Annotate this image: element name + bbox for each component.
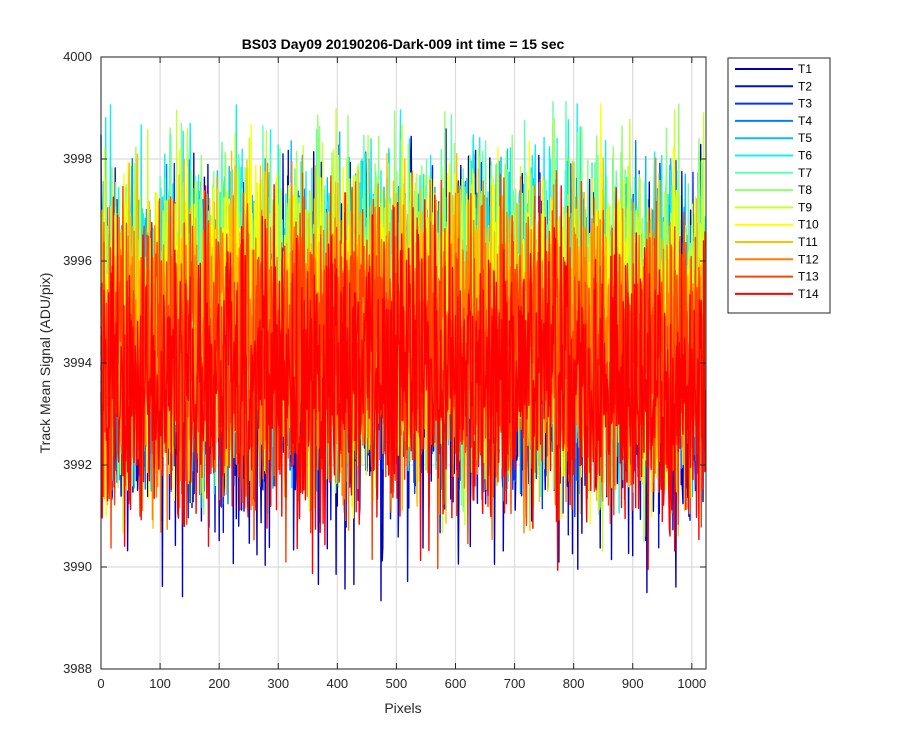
legend-item-t11: T11 bbox=[735, 235, 818, 249]
legend-label: T6 bbox=[798, 149, 812, 163]
legend-label: T2 bbox=[798, 79, 812, 93]
y-tick-label: 3998 bbox=[63, 151, 92, 166]
x-tick-label: 1000 bbox=[677, 676, 706, 691]
legend-label: T4 bbox=[798, 114, 812, 128]
legend-label: T12 bbox=[798, 252, 819, 266]
legend-item-t13: T13 bbox=[735, 270, 819, 284]
chart-title: BS03 Day09 20190206-Dark-009 int time = … bbox=[242, 36, 565, 52]
y-axis-label: Track Mean Signal (ADU/pix) bbox=[37, 273, 53, 454]
y-tick-label: 3988 bbox=[63, 661, 92, 676]
y-tick-label: 4000 bbox=[63, 49, 92, 64]
x-tick-label: 0 bbox=[97, 676, 104, 691]
x-tick-label: 400 bbox=[326, 676, 348, 691]
legend: T1 T2 T3 T4 T5 T6 T7 T8 T9 T10 T11 T12 T13 T14 bbox=[727, 57, 831, 314]
legend-item-t14: T14 bbox=[735, 287, 819, 301]
legend-label: T9 bbox=[798, 200, 812, 214]
y-tick-labels: 3988 3990 3992 3994 3996 3998 4000 bbox=[63, 49, 92, 676]
series-line-t14 bbox=[100, 184, 707, 575]
legend-item-t2: T2 bbox=[735, 79, 812, 93]
x-tick-label: 300 bbox=[267, 676, 289, 691]
legend-item-t4: T4 bbox=[735, 114, 812, 128]
legend-label: T13 bbox=[798, 270, 819, 284]
legend-label: T3 bbox=[798, 97, 812, 111]
legend-box bbox=[727, 57, 831, 314]
legend-label: T10 bbox=[798, 218, 819, 232]
legend-item-t3: T3 bbox=[735, 97, 812, 111]
x-tick-label: 500 bbox=[386, 676, 408, 691]
y-tick-label: 3992 bbox=[63, 457, 92, 472]
y-tick-label: 3994 bbox=[63, 355, 92, 370]
y-tick-label: 3996 bbox=[63, 253, 92, 268]
legend-item-t7: T7 bbox=[735, 166, 812, 180]
legend-item-t1: T1 bbox=[735, 62, 812, 76]
legend-label: T8 bbox=[798, 183, 812, 197]
series-layer bbox=[100, 101, 707, 602]
legend-label: T7 bbox=[798, 166, 812, 180]
x-tick-label: 700 bbox=[504, 676, 526, 691]
x-tick-label: 100 bbox=[149, 676, 171, 691]
legend-item-t9: T9 bbox=[735, 200, 812, 214]
legend-item-t8: T8 bbox=[735, 183, 812, 197]
x-tick-label: 900 bbox=[622, 676, 644, 691]
legend-label: T14 bbox=[798, 287, 819, 301]
x-tick-label: 200 bbox=[208, 676, 230, 691]
y-tick-label: 3990 bbox=[63, 559, 92, 574]
x-tick-labels: 0 100 200 300 400 500 600 700 800 900 1000 bbox=[97, 676, 706, 691]
x-tick-label: 600 bbox=[445, 676, 467, 691]
legend-item-t10: T10 bbox=[735, 218, 819, 232]
legend-items: T1 T2 T3 T4 T5 T6 T7 T8 T9 T10 T11 T12 T13 T14 bbox=[735, 62, 819, 301]
tick-marks bbox=[100, 56, 706, 670]
legend-label: T1 bbox=[798, 62, 812, 76]
legend-label: T11 bbox=[798, 235, 818, 249]
legend-item-t5: T5 bbox=[735, 131, 812, 145]
x-tick-label: 800 bbox=[563, 676, 585, 691]
legend-item-t6: T6 bbox=[735, 149, 812, 163]
legend-item-t12: T12 bbox=[735, 252, 819, 266]
x-axis-label: Pixels bbox=[384, 700, 421, 716]
legend-label: T5 bbox=[798, 131, 812, 145]
